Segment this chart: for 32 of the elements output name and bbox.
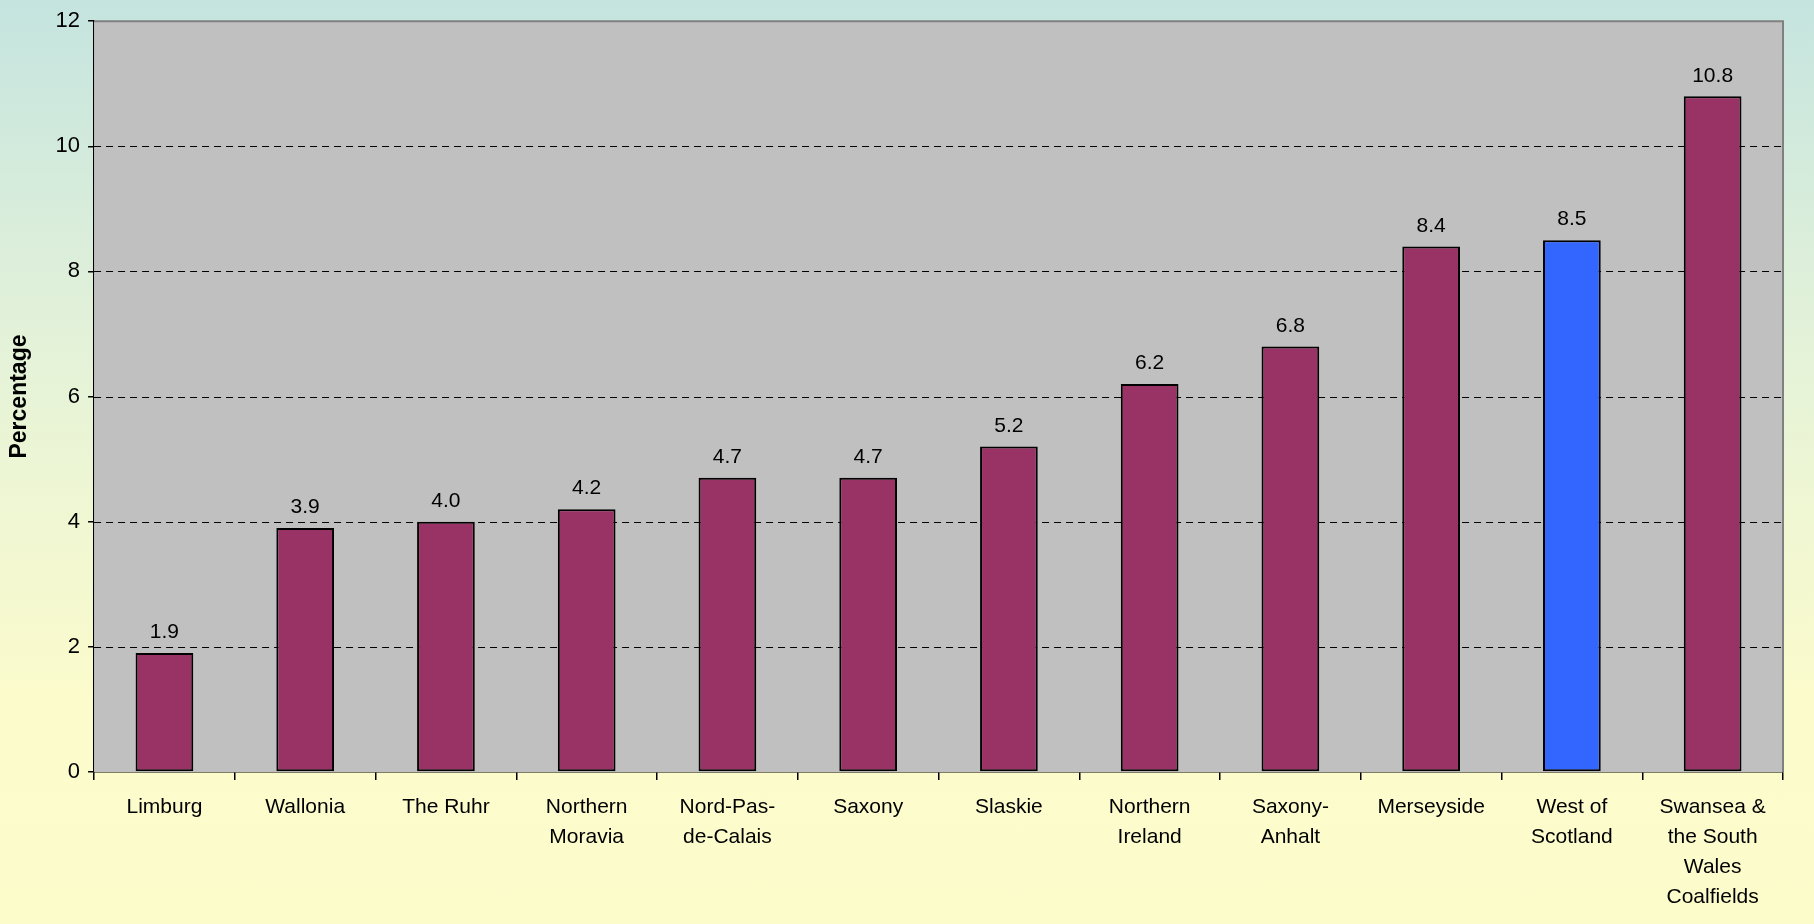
y-tick-label: 6: [67, 382, 81, 408]
data-label: 3.9: [290, 494, 320, 518]
x-tick-label: Saxony-Anhalt: [1251, 793, 1329, 847]
data-label: 4.2: [572, 475, 602, 499]
x-tick-label: Swansea & the South Wales Coalfields: [1659, 793, 1766, 907]
x-tick-label: Northern Moravia: [545, 793, 628, 847]
y-tick-label: 4: [67, 507, 81, 533]
x-tick-label: Slaskie: [975, 793, 1043, 817]
y-tick-label: 12: [55, 7, 81, 33]
data-label: 6.8: [1275, 312, 1305, 336]
y-axis-title: Percentage: [5, 334, 32, 459]
x-tick-label: Wallonia: [265, 793, 346, 817]
x-tick-label: Northern Ireland: [1108, 793, 1191, 847]
data-label: 4.7: [712, 444, 743, 468]
x-tick-label: Saxony: [833, 793, 904, 817]
data-label: 5.2: [994, 412, 1024, 436]
data-label: 10.8: [1692, 62, 1734, 86]
data-label: 6.2: [1135, 350, 1165, 374]
x-tick-label: The Ruhr: [402, 793, 490, 817]
data-label: 8.5: [1557, 206, 1587, 230]
y-tick-label: 8: [67, 257, 81, 283]
data-label: 1.9: [149, 619, 180, 643]
data-label: 4.0: [431, 487, 461, 511]
x-tick-label: West of Scotland: [1531, 793, 1613, 847]
x-tick-label: Nord-Pas-de-Calais: [679, 793, 776, 847]
y-tick-label: 2: [67, 632, 81, 658]
y-tick-label: 0: [67, 757, 81, 783]
x-tick-label: Merseyside: [1377, 793, 1485, 817]
x-tick-label: Limburg: [126, 793, 203, 817]
data-label: 4.7: [853, 444, 883, 468]
y-tick-label: 10: [55, 132, 81, 158]
data-label: 8.4: [1416, 212, 1447, 236]
